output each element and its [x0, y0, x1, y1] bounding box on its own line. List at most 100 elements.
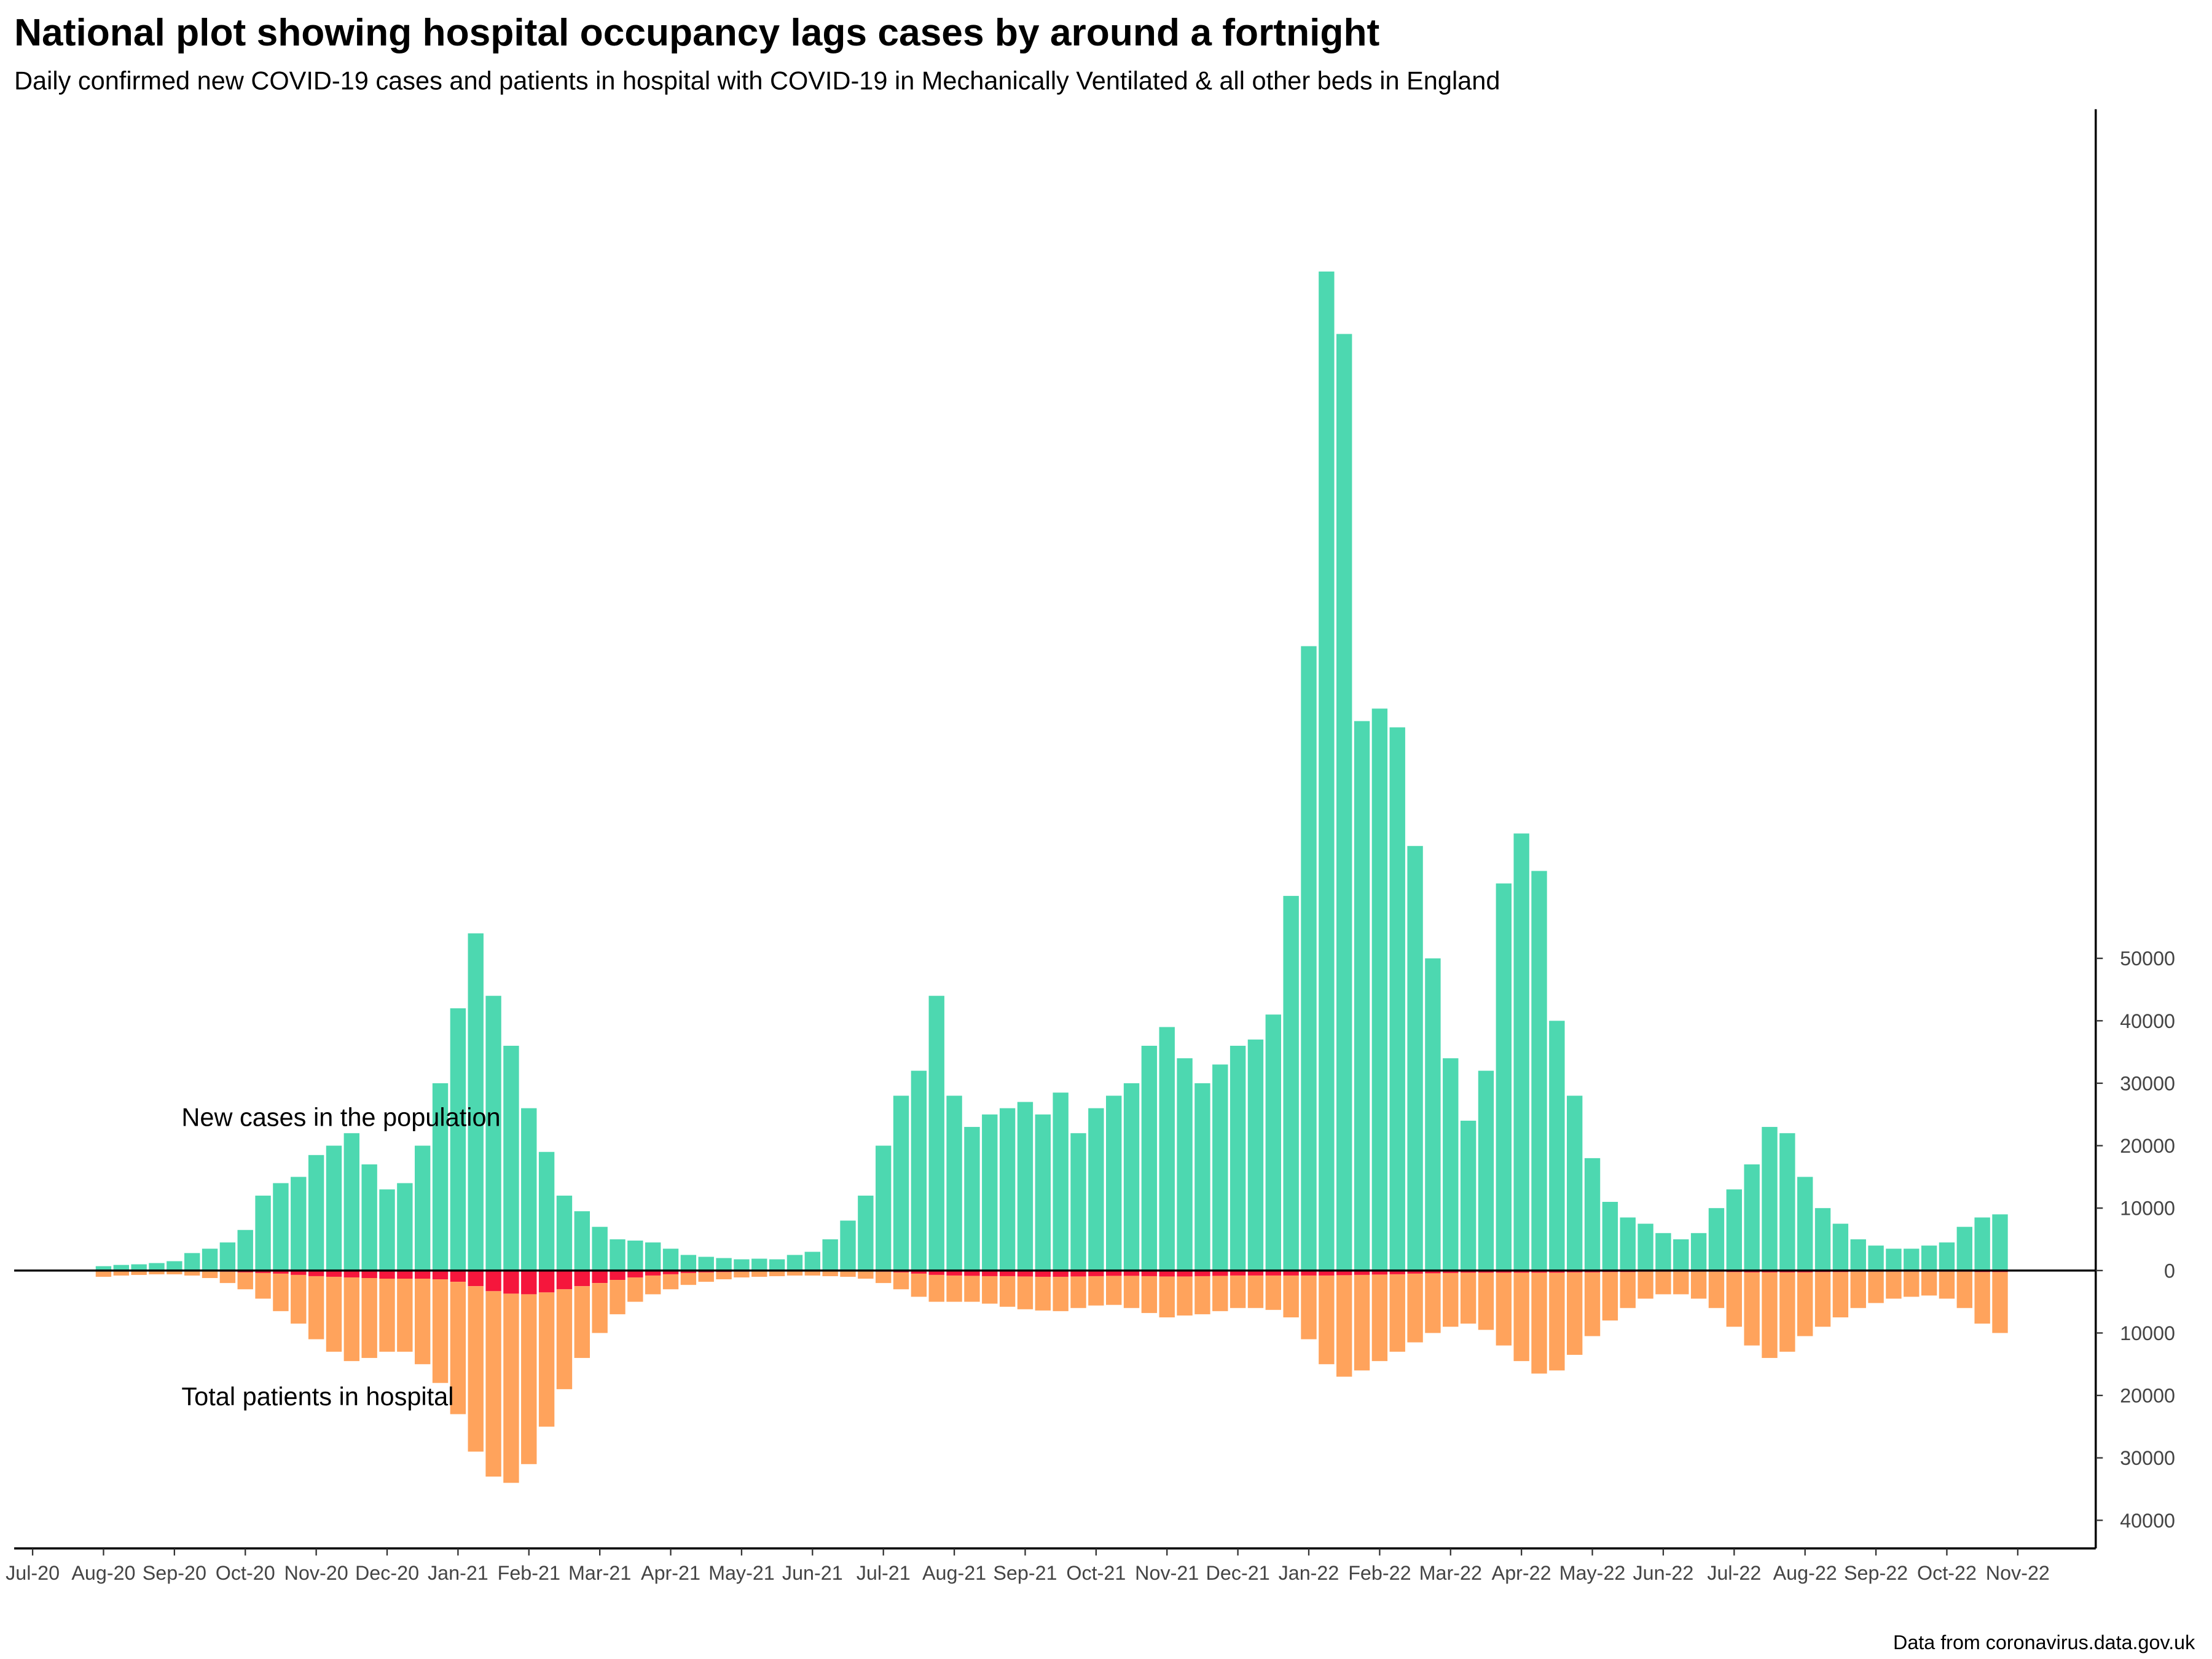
bar	[131, 1271, 147, 1275]
bar	[1992, 1272, 2008, 1333]
bar	[1106, 1270, 1122, 1276]
bar	[698, 1272, 714, 1282]
bar	[1265, 1270, 1281, 1276]
x-tick-label: Sep-20	[143, 1562, 206, 1584]
bar	[751, 1271, 767, 1277]
x-tick-label: Jun-21	[782, 1562, 843, 1584]
y-tick-label: 40000	[2120, 1510, 2175, 1532]
bar	[1336, 334, 1352, 1271]
bar	[468, 1286, 484, 1452]
x-tick-label: Sep-21	[993, 1562, 1057, 1584]
bar	[822, 1239, 838, 1271]
bar	[556, 1270, 573, 1290]
bar	[1265, 1275, 1281, 1310]
y-tick-label: 10000	[2120, 1322, 2175, 1344]
bar	[415, 1270, 431, 1279]
y-tick-label: 20000	[2120, 1135, 2175, 1157]
bar	[946, 1270, 962, 1276]
bar	[1708, 1208, 1725, 1271]
bar	[343, 1270, 359, 1277]
bar	[1354, 1270, 1370, 1275]
bar	[1708, 1271, 1725, 1308]
bar	[1779, 1133, 1795, 1271]
bar	[645, 1275, 661, 1295]
x-tick-label: Nov-22	[1986, 1562, 2050, 1584]
bar	[1478, 1270, 1494, 1273]
bar	[804, 1252, 820, 1271]
bar	[1531, 1270, 1547, 1273]
bar	[1602, 1272, 1618, 1321]
bar	[1283, 1275, 1299, 1318]
bar	[893, 1096, 909, 1271]
bar	[361, 1277, 377, 1359]
bar	[308, 1276, 324, 1339]
bar	[379, 1189, 395, 1271]
x-tick-label: Jul-22	[1707, 1562, 1761, 1584]
bar	[999, 1108, 1016, 1271]
bar	[1620, 1272, 1636, 1308]
bar	[1230, 1045, 1246, 1271]
bar	[1371, 1274, 1388, 1362]
bar	[149, 1263, 165, 1271]
bar	[876, 1271, 892, 1284]
bar	[1407, 1270, 1423, 1274]
bar	[468, 1270, 484, 1287]
x-tick-label: Apr-22	[1492, 1562, 1551, 1584]
bar	[1868, 1245, 1884, 1271]
bar	[1283, 1270, 1299, 1276]
bar	[556, 1195, 573, 1271]
bar	[1602, 1202, 1618, 1271]
x-tick-label: Oct-21	[1066, 1562, 1126, 1584]
bar	[1744, 1164, 1760, 1271]
bar	[645, 1270, 661, 1276]
x-tick-label: Dec-20	[355, 1562, 419, 1584]
y-tick-label: 50000	[2120, 947, 2175, 970]
bar	[1584, 1272, 1601, 1336]
bar	[1904, 1271, 1920, 1297]
bar	[538, 1151, 555, 1271]
y-tick-label: 20000	[2120, 1385, 2175, 1407]
x-tick-label: Nov-21	[1135, 1562, 1199, 1584]
bar	[1407, 845, 1423, 1271]
y-tick-label: 30000	[2120, 1447, 2175, 1469]
bar	[503, 1293, 519, 1483]
bar	[1123, 1276, 1140, 1308]
bar	[1336, 1270, 1352, 1276]
bar	[1567, 1272, 1583, 1355]
bar	[911, 1273, 927, 1297]
bar	[1389, 1270, 1405, 1274]
x-tick-label: Jul-21	[857, 1562, 911, 1584]
bar	[415, 1145, 431, 1271]
bar	[680, 1273, 697, 1285]
bar	[1407, 1273, 1423, 1343]
bar	[1726, 1189, 1742, 1271]
bar	[1814, 1208, 1831, 1271]
bar	[1177, 1270, 1193, 1277]
bar	[1443, 1058, 1459, 1271]
y-tick-label: 0	[2164, 1260, 2175, 1282]
bar	[379, 1279, 395, 1352]
bar	[592, 1270, 608, 1284]
bar	[291, 1177, 307, 1271]
bar	[1549, 1270, 1565, 1273]
bar	[1212, 1270, 1228, 1276]
bar	[1478, 1273, 1494, 1330]
bar	[858, 1195, 874, 1271]
bar	[202, 1271, 218, 1278]
bar	[1655, 1233, 1671, 1271]
bar	[1850, 1239, 1866, 1271]
bar	[167, 1261, 182, 1271]
bar	[450, 1270, 466, 1282]
bar	[184, 1253, 200, 1271]
bar	[1017, 1276, 1033, 1309]
bar	[1762, 1127, 1778, 1271]
x-tick-label: Oct-22	[1917, 1562, 1977, 1584]
bar	[503, 1045, 519, 1271]
bar	[1141, 1276, 1158, 1313]
bar	[1620, 1217, 1636, 1271]
bar	[1301, 646, 1317, 1271]
bar	[1496, 1270, 1512, 1273]
bar	[574, 1286, 590, 1359]
bar	[911, 1070, 927, 1271]
